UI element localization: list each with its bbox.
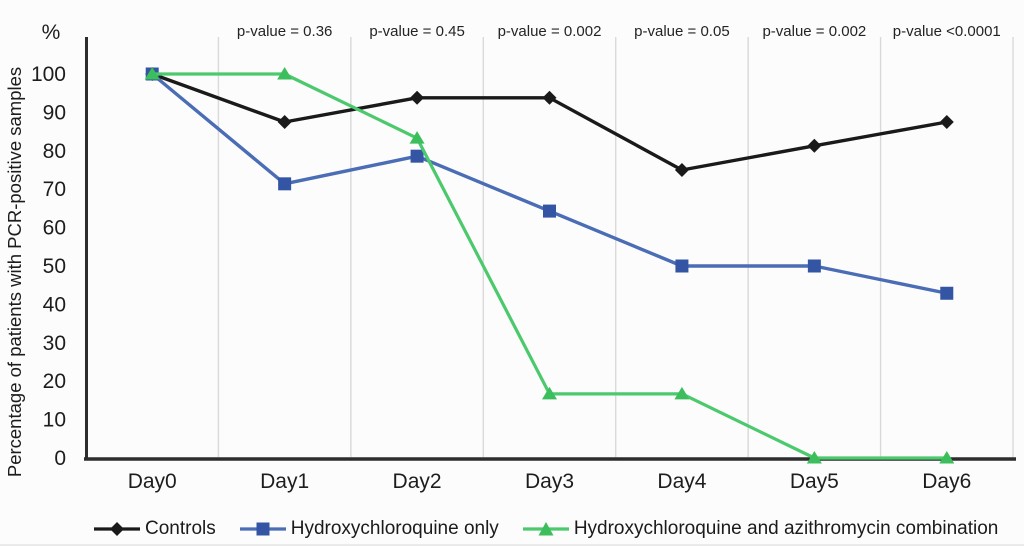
data-point-marker bbox=[939, 451, 955, 464]
y-tick-label: 40 bbox=[43, 293, 66, 316]
image-bottom-border bbox=[0, 544, 1024, 546]
data-point-marker bbox=[543, 204, 556, 218]
data-point-marker bbox=[542, 386, 557, 400]
legend-label-controls: Controls bbox=[145, 518, 216, 539]
y-axis-unit-label: % bbox=[42, 21, 61, 44]
legend-item-hydroxychloroquine-only: Hydroxychloroquine only bbox=[239, 518, 499, 540]
x-tick-label: Day1 bbox=[260, 470, 309, 493]
y-tick-label: 10 bbox=[43, 409, 66, 432]
data-point-marker bbox=[675, 259, 689, 273]
data-point-marker bbox=[939, 115, 954, 129]
x-tick-label: Day5 bbox=[790, 470, 839, 493]
chart-figure: % Percentage of patients with PCR-positi… bbox=[0, 21, 1024, 546]
p-value-label: p-value <0.0001 bbox=[893, 23, 1001, 40]
p-value-label: p-value = 0.002 bbox=[762, 23, 866, 40]
data-point-marker bbox=[410, 149, 424, 163]
y-tick-label: 20 bbox=[43, 370, 66, 393]
legend-item-combination: Hydroxychloroquine and azithromycin comb… bbox=[522, 518, 999, 540]
hydroxychloroquine-square-marker-icon bbox=[239, 522, 286, 536]
legend-label-combination: Hydroxychloroquine and azithromycin comb… bbox=[573, 518, 999, 539]
x-tick-label: Day4 bbox=[657, 470, 706, 493]
y-axis-title: Percentage of patients with PCR-positive… bbox=[4, 67, 25, 477]
data-point-marker bbox=[674, 386, 690, 400]
series-line bbox=[150, 72, 949, 172]
data-point-marker bbox=[807, 138, 822, 153]
data-point-marker bbox=[807, 259, 821, 273]
series-line bbox=[150, 72, 949, 295]
data-point-marker bbox=[940, 286, 954, 300]
x-tick-label: Day3 bbox=[525, 470, 574, 493]
series-controls bbox=[145, 67, 954, 177]
data-point-marker bbox=[410, 90, 425, 105]
y-tick-label: 50 bbox=[43, 255, 66, 278]
legend-label-hydroxychloroquine-only: Hydroxychloroquine only bbox=[290, 518, 499, 539]
data-point-marker bbox=[674, 163, 689, 177]
data-point-marker bbox=[277, 115, 292, 129]
data-point-marker bbox=[806, 451, 822, 464]
p-value-label: p-value = 0.05 bbox=[634, 23, 730, 40]
x-tick-label: Day6 bbox=[922, 470, 971, 493]
line-chart: % Percentage of patients with PCR-positi… bbox=[4, 21, 1016, 493]
data-point-marker bbox=[144, 67, 160, 80]
y-tick-label: 90 bbox=[43, 101, 66, 124]
data-point-marker bbox=[277, 67, 293, 80]
series-line bbox=[150, 72, 949, 460]
data-point-marker bbox=[278, 177, 292, 191]
y-tick-label: 70 bbox=[43, 178, 66, 201]
y-tick-label: 100 bbox=[31, 63, 66, 86]
data-point-marker bbox=[409, 131, 425, 144]
data-point-marker bbox=[542, 90, 557, 105]
p-value-label: p-value = 0.36 bbox=[237, 23, 333, 40]
y-tick-label: 80 bbox=[43, 140, 66, 163]
x-tick-label: Day0 bbox=[128, 470, 177, 493]
chart-legend: Controls Hydroxychloroquine only Hydroxy… bbox=[0, 514, 1024, 544]
series-hydroxychloroquine-only bbox=[145, 67, 954, 300]
y-tick-label: 60 bbox=[43, 217, 66, 240]
plot-area: 0 10 20 30 40 50 60 70 80 90 100 Day0 Day1 Day2 Day3 Da… bbox=[31, 23, 1016, 493]
series-hydroxychloroquine-and-azithromycin-combination bbox=[144, 67, 955, 464]
p-value-label: p-value = 0.002 bbox=[498, 23, 602, 40]
y-tick-label: 30 bbox=[43, 332, 66, 355]
combination-triangle-marker-icon bbox=[522, 522, 569, 536]
y-tick-label: 0 bbox=[54, 447, 66, 470]
p-value-label: p-value = 0.45 bbox=[369, 23, 465, 40]
legend-item-controls: Controls bbox=[94, 518, 216, 540]
controls-diamond-marker-icon bbox=[94, 522, 140, 536]
x-tick-label: Day2 bbox=[393, 470, 442, 493]
